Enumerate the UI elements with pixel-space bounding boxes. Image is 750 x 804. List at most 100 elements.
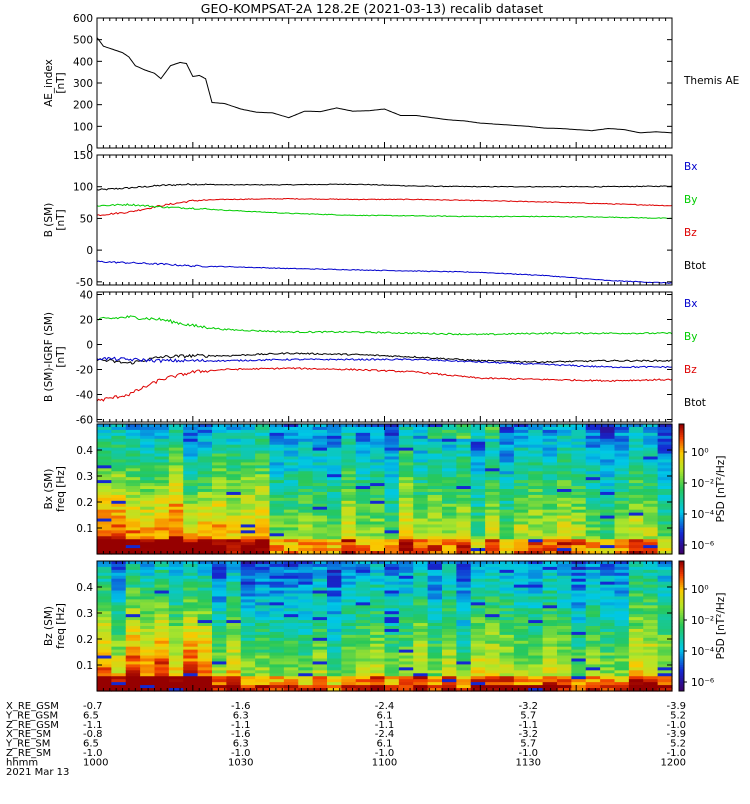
spectrogram-cell bbox=[499, 590, 515, 595]
spectrogram-cell bbox=[585, 483, 601, 487]
spectrogram-cell bbox=[413, 432, 429, 437]
spectrogram-cell bbox=[413, 575, 429, 580]
spectrogram-cell bbox=[255, 444, 271, 449]
spectrogram-cell bbox=[398, 661, 414, 665]
spectrogram-cell bbox=[427, 611, 443, 615]
y-tick-label: 300 bbox=[73, 78, 93, 90]
spectrogram-cell bbox=[341, 539, 357, 543]
spectrogram-cell bbox=[384, 602, 400, 606]
spectrogram-cell bbox=[183, 649, 199, 654]
spectrogram-cell bbox=[212, 620, 227, 624]
spectrogram-cell bbox=[470, 480, 486, 484]
spectrogram-cell bbox=[585, 533, 601, 537]
spectrogram-cell bbox=[269, 474, 285, 478]
spectrogram-cell bbox=[370, 581, 386, 586]
spectrogram-cell bbox=[269, 596, 285, 600]
spectrogram-cell bbox=[111, 483, 127, 487]
spectrogram-cell bbox=[355, 676, 371, 680]
spectrogram-cell bbox=[255, 682, 271, 686]
spectrogram-cell bbox=[398, 486, 414, 490]
spectrogram-cell bbox=[283, 575, 299, 580]
spectrogram-cell bbox=[97, 608, 112, 612]
spectrogram-cell bbox=[427, 581, 443, 586]
spectrogram-cell bbox=[312, 623, 328, 627]
spectrogram-cell bbox=[657, 575, 673, 580]
spectrogram-cell bbox=[212, 497, 227, 502]
spectrogram-cell bbox=[470, 646, 486, 651]
spectrogram-cell bbox=[341, 432, 357, 437]
spectrogram-cell bbox=[370, 477, 386, 481]
spectrogram-cell bbox=[485, 548, 501, 552]
spectrogram-cell bbox=[312, 450, 328, 455]
spectrogram-cell bbox=[312, 584, 328, 589]
spectrogram-cell bbox=[628, 453, 644, 458]
spectrogram-cell bbox=[614, 429, 630, 434]
spectrogram-cell bbox=[628, 670, 644, 674]
spectrogram-cell bbox=[585, 480, 601, 484]
spectrogram-cell bbox=[600, 646, 616, 651]
spectrogram-cell bbox=[413, 462, 429, 466]
spectrogram-cell bbox=[628, 608, 644, 612]
spectrogram-cell bbox=[327, 628, 342, 633]
spectrogram-cell bbox=[255, 587, 271, 592]
spectrogram-cell bbox=[111, 477, 127, 481]
spectrogram-cell bbox=[571, 453, 587, 458]
spectrogram-cell bbox=[197, 646, 213, 651]
spectrogram-cell bbox=[499, 444, 515, 449]
spectrogram-cell bbox=[212, 542, 227, 546]
spectrogram-cell bbox=[111, 494, 127, 499]
spectrogram-cell bbox=[197, 575, 213, 580]
spectrogram-cell bbox=[111, 587, 127, 592]
spectrogram-cell bbox=[485, 486, 501, 490]
spectrogram-cell bbox=[542, 676, 558, 680]
spectrogram-cell bbox=[557, 673, 572, 677]
y-tick-label: 0.1 bbox=[76, 660, 93, 672]
spectrogram-cell bbox=[341, 593, 357, 598]
spectrogram-cell bbox=[485, 432, 501, 437]
spectrogram-cell bbox=[327, 424, 342, 428]
spectrogram-cell bbox=[442, 563, 457, 568]
spectrogram-cell bbox=[355, 673, 371, 677]
spectrogram-cell bbox=[470, 631, 486, 636]
spectrogram-cell bbox=[168, 424, 184, 428]
spectrogram-cell bbox=[427, 679, 443, 683]
spectrogram-cell bbox=[168, 530, 184, 534]
spectrogram-cell bbox=[398, 471, 414, 475]
spectrogram-cell bbox=[355, 489, 371, 493]
orbit-value: -1.0 bbox=[231, 748, 251, 759]
spectrogram-cell bbox=[341, 682, 357, 686]
colorbar-swatch bbox=[679, 597, 684, 601]
spectrogram-cell bbox=[298, 643, 314, 648]
spectrogram-cell bbox=[384, 542, 400, 546]
spectrogram-cell bbox=[499, 569, 515, 574]
spectrogram-cell bbox=[240, 539, 256, 543]
spectrogram-cell bbox=[140, 679, 156, 683]
spectrogram-cell bbox=[226, 506, 242, 511]
spectrogram-cell bbox=[226, 551, 242, 555]
spectrogram-cell bbox=[154, 590, 170, 595]
spectrogram-cell bbox=[643, 655, 659, 660]
spectrogram-cell bbox=[643, 679, 659, 683]
spectrogram-cell bbox=[154, 626, 170, 630]
colorbar-swatch bbox=[679, 547, 684, 551]
spectrogram-cell bbox=[298, 655, 314, 660]
spectrogram-cell bbox=[585, 664, 601, 668]
colorbar-swatch bbox=[679, 452, 684, 455]
spectrogram-cell bbox=[370, 506, 386, 511]
spectrogram-cell bbox=[97, 649, 112, 654]
spectrogram-cell bbox=[111, 551, 127, 555]
spectrogram-cell bbox=[327, 524, 342, 528]
spectrogram-cell bbox=[413, 661, 429, 665]
spectrogram-cell bbox=[125, 614, 141, 618]
spectrogram-cell bbox=[571, 623, 587, 627]
spectrogram-cell bbox=[226, 477, 242, 481]
spectrogram-cell bbox=[298, 593, 314, 598]
spectrogram-cell bbox=[255, 459, 271, 463]
spectrogram-cell bbox=[643, 477, 659, 481]
spectrogram-cell bbox=[312, 456, 328, 461]
spectrogram-cell bbox=[298, 569, 314, 574]
spectrogram-cell bbox=[571, 456, 587, 461]
spectrogram-cell bbox=[197, 652, 213, 657]
spectrogram-cell bbox=[140, 462, 156, 466]
